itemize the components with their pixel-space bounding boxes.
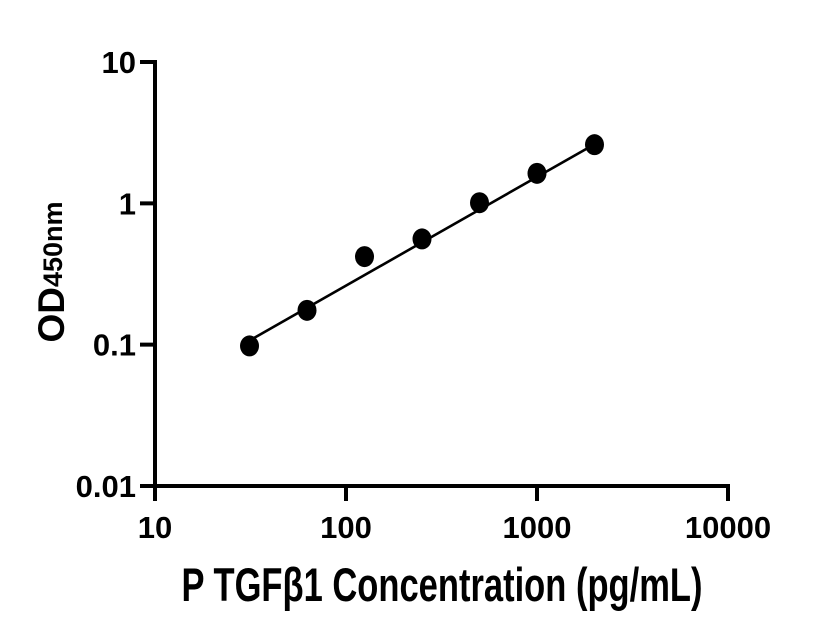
plot-layer: 0.01 0.1 1 10 10 100 1000 10000 [76,45,771,545]
x-tick-label: 10000 [685,510,771,545]
x-tick-label: 1000 [503,510,572,545]
data-point [584,134,604,156]
y-tick-label: 0.1 [93,328,136,363]
x-tick-label: 100 [320,510,372,545]
data-point [240,335,260,357]
x-axis-title: P TGFβ1 Concentration (pg/mL) [182,558,703,611]
data-point [355,246,375,268]
y-tick-label: 0.01 [76,469,136,504]
x-tick-label: 10 [138,510,172,545]
data-point [527,162,547,184]
y-axis-title: OD450nm [31,201,72,342]
y-tick-label: 1 [119,186,136,221]
y-axis-title-sub: 450nm [38,201,68,287]
data-point [297,299,317,321]
data-point [412,228,432,250]
y-tick-label: 10 [102,45,136,80]
data-point [470,192,490,214]
y-axis-title-main: OD [31,287,72,343]
